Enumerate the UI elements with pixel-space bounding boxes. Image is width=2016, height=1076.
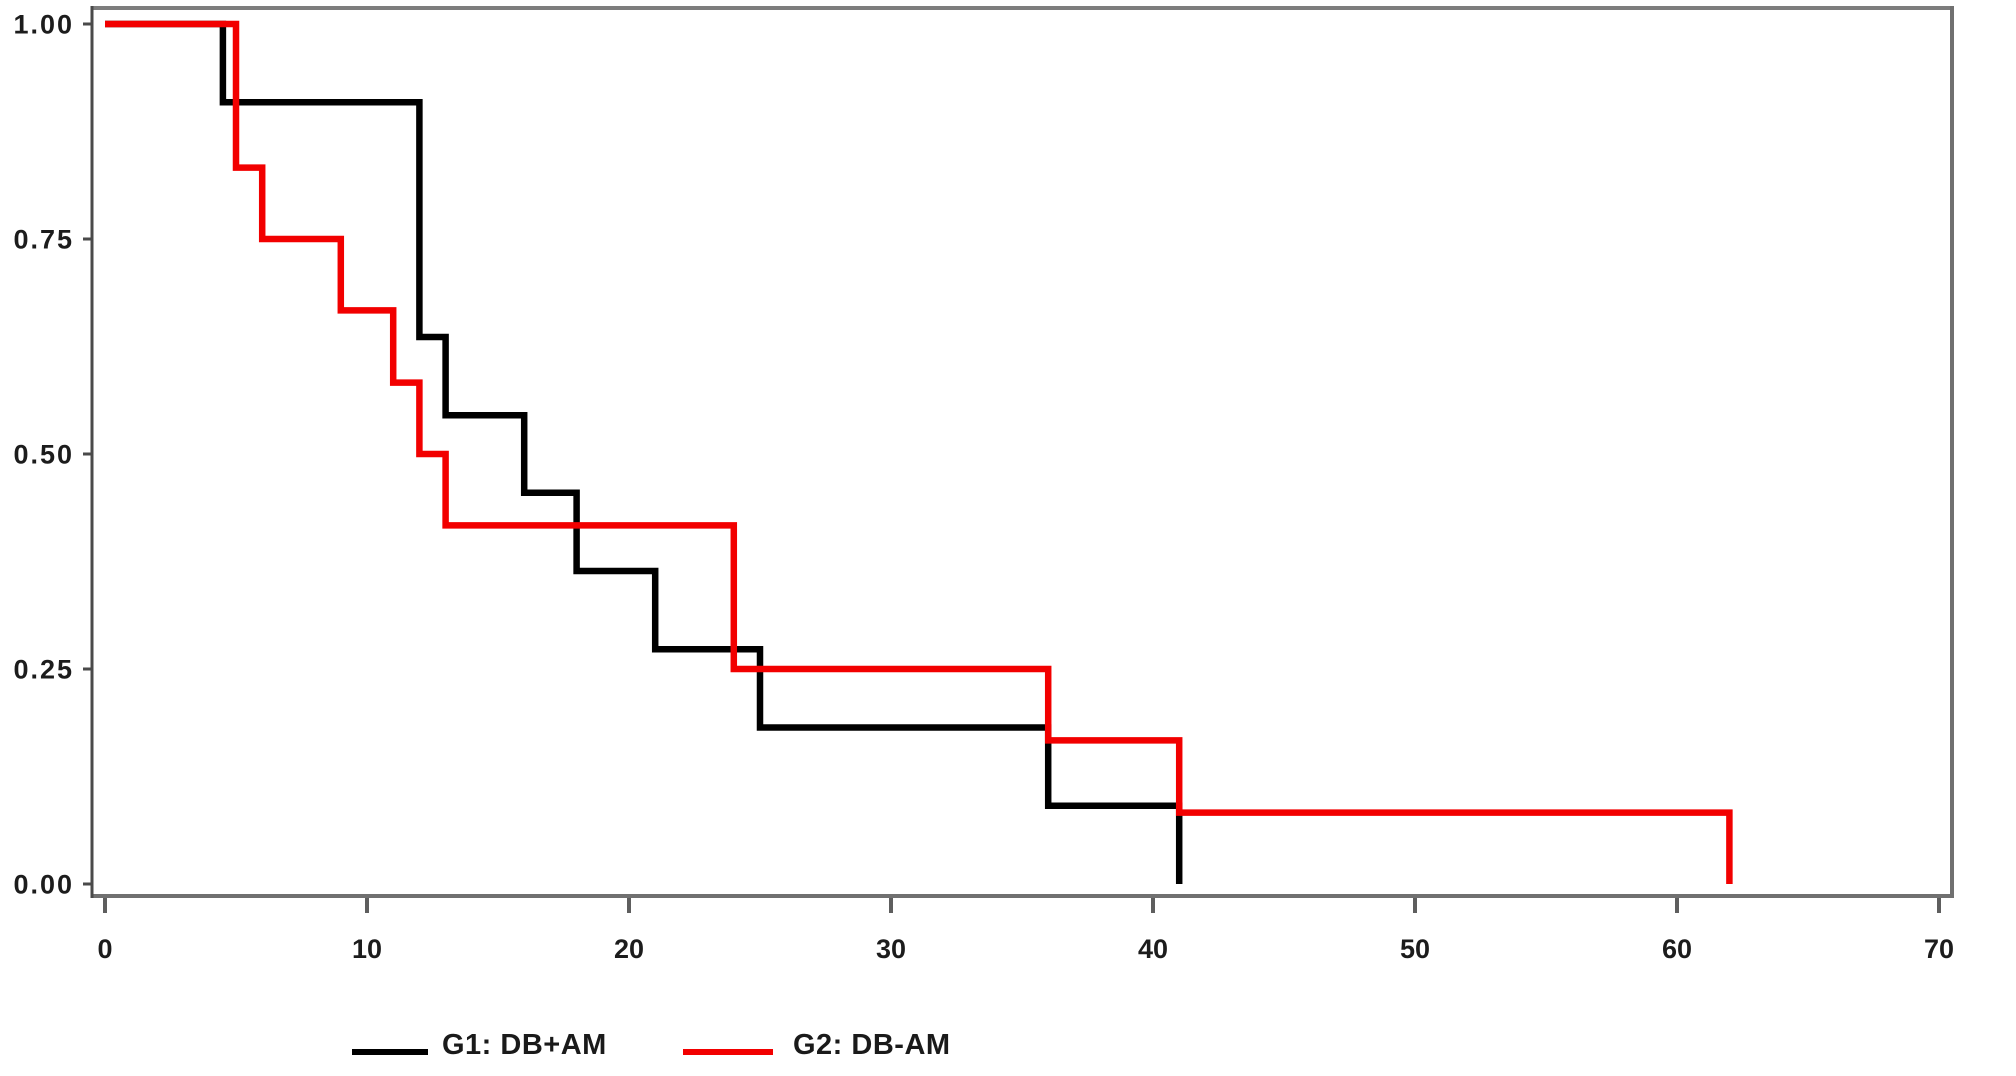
series-curve-1 <box>105 20 1183 884</box>
y-tick-label-1.00: 1.00 <box>13 10 74 40</box>
y-tick-label-0.75: 0.75 <box>13 225 74 255</box>
plot-frame <box>90 6 1954 898</box>
x-tick-label-0: 0 <box>97 934 112 964</box>
y-tick-label-0.00: 0.00 <box>13 870 74 900</box>
y-tick-label-0.50: 0.50 <box>13 440 74 470</box>
y-tick-label-0.25: 0.25 <box>13 655 74 685</box>
axis-ticks <box>83 22 1941 913</box>
series-curve-2 <box>105 20 1733 884</box>
x-tick-label-60: 60 <box>1662 934 1692 964</box>
axis-tick-labels: 1.00 0.75 0.50 0.25 0.00 0 10 20 30 40 50 60 70 <box>13 10 1954 965</box>
x-tick-label-20: 20 <box>614 934 644 964</box>
x-tick-label-70: 70 <box>1924 934 1954 964</box>
x-tick-label-50: 50 <box>1400 934 1430 964</box>
x-tick-label-30: 30 <box>876 934 906 964</box>
x-tick-label-40: 40 <box>1138 934 1168 964</box>
x-tick-label-10: 10 <box>352 934 382 964</box>
survival-curves <box>105 20 1733 884</box>
